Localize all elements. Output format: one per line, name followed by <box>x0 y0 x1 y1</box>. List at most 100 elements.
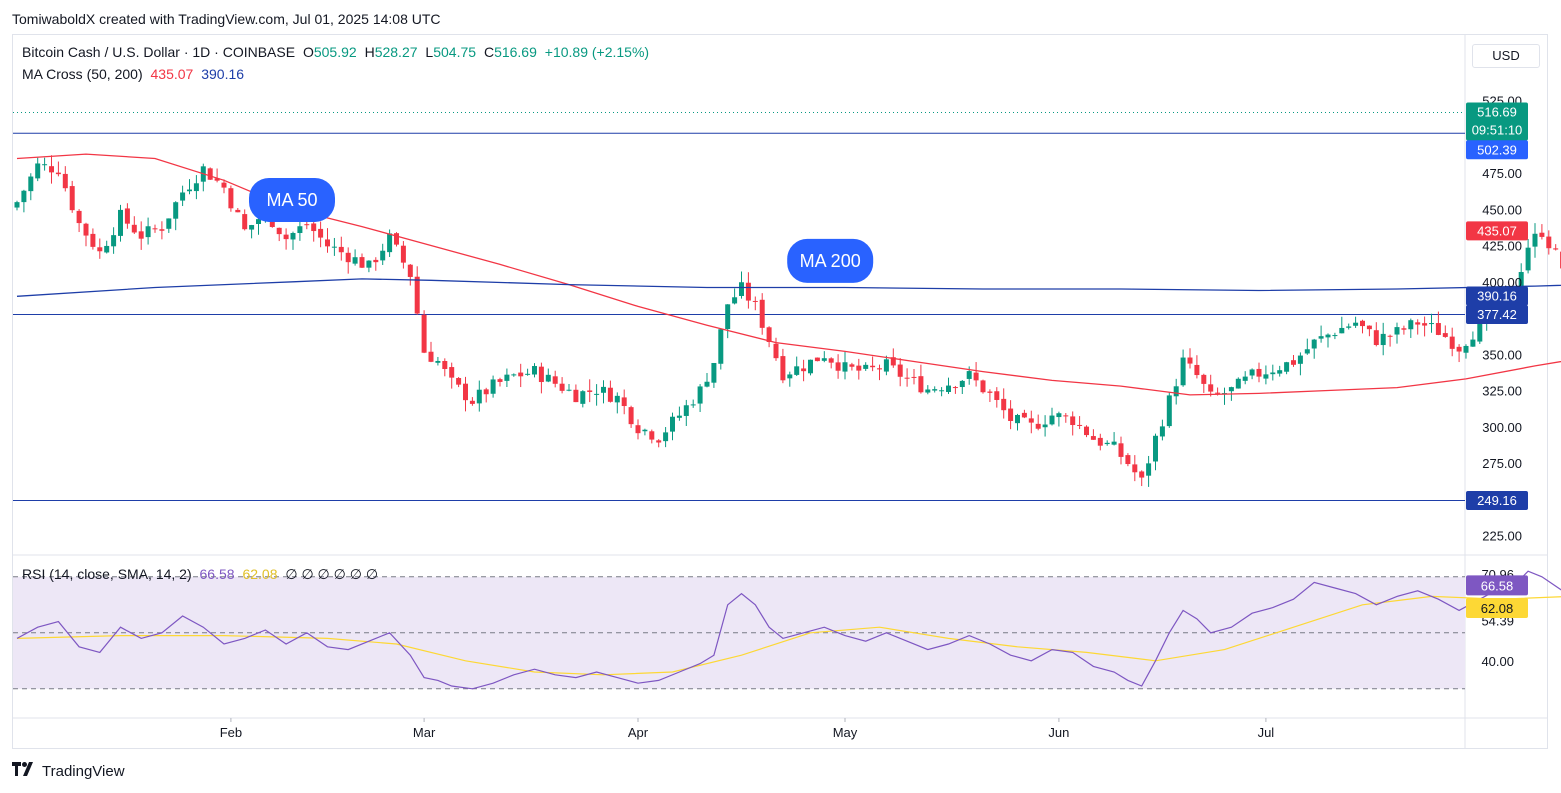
candle-body <box>697 386 703 404</box>
candle-body <box>1208 384 1214 392</box>
tradingview-brand: TradingView <box>42 762 125 780</box>
callout-bubble <box>787 238 874 283</box>
rsi-tag-label: 62.08 <box>1481 601 1514 616</box>
currency-selector[interactable]: USD <box>1472 44 1540 68</box>
candle-body <box>407 264 413 277</box>
candle-body <box>1187 357 1193 364</box>
candle-body <box>532 366 537 375</box>
price-tag-label: 435.07 <box>1477 223 1517 238</box>
candle-body <box>1429 323 1434 325</box>
candle-body <box>1339 327 1345 334</box>
candle-body <box>83 223 89 236</box>
candle-body <box>725 304 731 330</box>
candle-body <box>890 357 896 366</box>
candle-body <box>504 374 510 381</box>
candle-body <box>1132 464 1138 473</box>
price-tick-label: 475.00 <box>1482 166 1522 181</box>
candle-body <box>946 385 951 392</box>
ohlc-close: C516.69 <box>483 44 537 60</box>
candle-body <box>118 209 123 236</box>
candle-body <box>497 379 503 382</box>
candle-body <box>421 314 427 353</box>
price-tick-label: 275.00 <box>1482 456 1522 471</box>
candle-body <box>166 218 172 229</box>
candle-body <box>90 233 96 247</box>
price-tag-countdown: 09:51:10 <box>1472 123 1523 138</box>
candle-body <box>1201 374 1207 384</box>
rsi-sma-line <box>16 595 1561 676</box>
candle-body <box>1180 357 1186 386</box>
candle-body <box>1449 336 1455 349</box>
candle-body <box>1070 416 1076 426</box>
candle-body <box>918 376 924 393</box>
time-tick-label: Mar <box>413 725 436 740</box>
ohlc-change: +10.89 (+2.15%) <box>544 44 650 60</box>
candle-body <box>670 416 675 432</box>
price-tick-label: 325.00 <box>1482 384 1522 399</box>
candle-body <box>594 393 600 395</box>
candle-body <box>1332 335 1338 337</box>
candle-body <box>911 376 917 378</box>
tradingview-logo[interactable]: TradingView <box>12 762 125 780</box>
candle-body <box>276 227 282 235</box>
candle-body <box>1090 436 1096 440</box>
candle-body <box>1263 374 1269 379</box>
candle-body <box>1373 330 1379 346</box>
candle-body <box>883 359 889 372</box>
candle-body <box>1456 346 1462 352</box>
candle-body <box>787 374 793 379</box>
rsi-legend[interactable]: RSI (14, close, SMA, 14, 2) 66.58 62.08 … <box>22 566 382 583</box>
ohlc-open: O505.92 <box>302 44 357 60</box>
candle-body <box>414 276 420 314</box>
price-tag-label: 502.39 <box>1477 142 1517 157</box>
candle-body <box>1366 325 1372 330</box>
candle-body <box>1525 247 1531 271</box>
rsi-extra-values: ∅ ∅ ∅ ∅ ∅ ∅ <box>285 566 379 582</box>
candle-body <box>1159 426 1165 437</box>
candle-body <box>1104 442 1110 445</box>
candle-body <box>311 223 317 232</box>
rsi-tick-label: 40.00 <box>1481 654 1514 669</box>
candle-body <box>1297 355 1303 364</box>
candle-body <box>207 168 213 180</box>
candle-body <box>952 387 958 389</box>
symbol-title[interactable]: Bitcoin Cash / U.S. Dollar · 1D · COINBA… <box>22 44 296 60</box>
candle-body <box>511 374 517 376</box>
candle-body <box>1118 443 1124 457</box>
candle-body <box>1146 463 1152 476</box>
price-tag <box>1466 102 1528 141</box>
candle-body <box>1049 415 1055 425</box>
rsi-tag <box>1466 575 1528 596</box>
candle-body <box>1042 424 1048 428</box>
price-tag-label: 516.69 <box>1477 105 1517 120</box>
candle-body <box>732 297 738 304</box>
candle-body <box>580 391 586 404</box>
callout-label: MA 50 <box>266 190 317 210</box>
candle-body <box>1111 441 1117 445</box>
candle-body <box>1394 327 1400 335</box>
candle-body <box>325 239 330 247</box>
candle-body <box>1077 424 1083 426</box>
candle-body <box>235 209 241 213</box>
candle-body <box>104 245 110 253</box>
candle-body <box>1139 471 1145 478</box>
candle-body <box>808 359 813 374</box>
candle-body <box>187 189 192 192</box>
candle-body <box>152 228 158 230</box>
candle-body <box>635 425 641 434</box>
candle-body <box>483 389 489 395</box>
candle-body <box>62 173 68 189</box>
candle-body <box>1153 435 1158 462</box>
candle-body <box>1442 333 1448 337</box>
candle-body <box>138 231 144 239</box>
time-tick-label: Feb <box>220 725 242 740</box>
candle-body <box>587 390 593 392</box>
candle-body <box>1125 455 1131 465</box>
candle-body <box>97 247 103 252</box>
ma-legend[interactable]: MA Cross (50, 200) 435.07 390.16 <box>22 66 248 82</box>
candle-body <box>642 429 648 432</box>
candle-body <box>1056 413 1062 418</box>
ma-title: MA Cross (50, 200) <box>22 66 143 82</box>
candle-body <box>856 365 862 371</box>
